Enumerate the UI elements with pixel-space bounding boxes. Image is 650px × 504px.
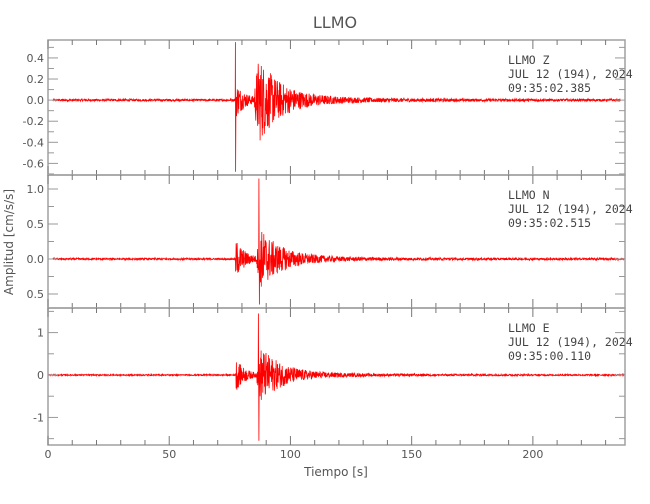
x-tick-label: 150 — [401, 448, 422, 461]
y-tick-label: -0.2 — [23, 115, 44, 128]
x-tick-label: 50 — [162, 448, 176, 461]
panel-frame — [47, 307, 626, 446]
trace-llmo-z — [52, 42, 621, 172]
y-tick-label: 0.2 — [27, 73, 45, 86]
station-info-line: JUL 12 (194), 2024 — [508, 202, 633, 216]
y-tick-label: 0.4 — [27, 52, 45, 65]
y-tick-label: 0.5 — [27, 218, 45, 231]
y-tick-label: 0 — [37, 369, 44, 382]
y-tick-label: -0.6 — [23, 157, 44, 170]
station-info-line: LLMO Z — [508, 53, 550, 67]
x-tick-label: 200 — [522, 448, 543, 461]
x-tick-label: 100 — [280, 448, 301, 461]
y-tick-label: 0.0 — [27, 253, 45, 266]
y-tick-label: -1 — [33, 411, 44, 424]
y-tick-label: 0.5 — [27, 288, 45, 301]
y-tick-label: 1 — [37, 327, 44, 340]
y-axis-label: Amplitud [cm/s/s] — [2, 189, 16, 295]
station-info-line: 09:35:02.385 — [508, 81, 591, 95]
x-axis-label: Tiempo [s] — [303, 465, 368, 479]
station-info-line: JUL 12 (194), 2024 — [508, 67, 633, 81]
chart-title: LLMO — [313, 13, 357, 32]
station-info-line: 09:35:00.110 — [508, 349, 591, 363]
y-tick-label: 0.0 — [27, 94, 45, 107]
station-info-line: LLMO N — [508, 188, 550, 202]
trace-llmo-n — [52, 178, 626, 305]
y-tick-label: -0.4 — [23, 136, 44, 149]
station-info-line: 09:35:02.515 — [508, 216, 591, 230]
trace-llmo-e — [47, 313, 626, 441]
station-info-line: LLMO E — [508, 321, 550, 335]
x-tick-label: 0 — [45, 448, 52, 461]
y-tick-label: 1.0 — [27, 183, 45, 196]
station-info-line: JUL 12 (194), 2024 — [508, 335, 633, 349]
